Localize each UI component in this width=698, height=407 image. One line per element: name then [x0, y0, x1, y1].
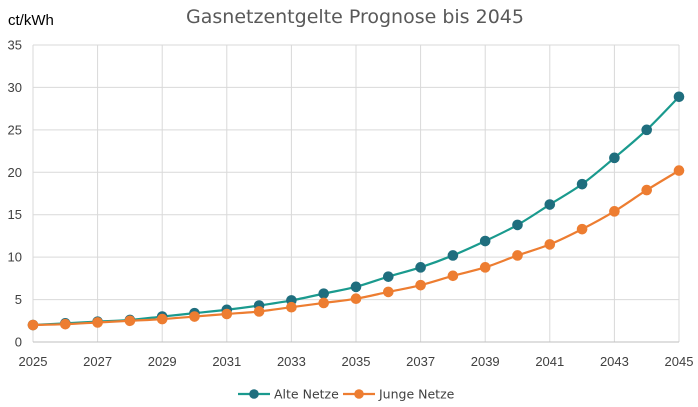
y-tick-label: 0: [15, 335, 22, 350]
data-point-junge-netze: [447, 270, 459, 282]
legend-item-junge-netze: Junge Netze: [343, 387, 455, 402]
x-tick-label: 2029: [148, 354, 177, 369]
legend-label-junge-netze: Junge Netze: [378, 387, 455, 402]
gridlines: [32, 44, 680, 343]
y-tick-label: 20: [8, 165, 22, 180]
data-point-alte-netze: [479, 235, 491, 247]
y-tick-label: 35: [8, 38, 22, 53]
x-tick-label: 2037: [406, 354, 435, 369]
data-point-junge-netze: [544, 239, 556, 250]
data-point-alte-netze: [544, 199, 556, 210]
data-point-junge-netze: [189, 311, 200, 322]
x-tick-label: 2031: [212, 354, 241, 369]
data-point-alte-netze: [350, 281, 362, 293]
data-point-junge-netze: [673, 165, 685, 176]
x-tick-label: 2043: [600, 354, 629, 369]
y-tick-label: 30: [8, 80, 22, 95]
data-point-junge-netze: [60, 318, 71, 330]
chart-title: Gasnetzentgelte Prognose bis 2045: [186, 6, 524, 28]
series-junge-netze: [27, 165, 685, 331]
x-axis-tick-labels: 2025 2027 2029 2031 2033 2035 2037 2039 2041 2043…: [19, 354, 694, 369]
data-series: [27, 91, 685, 331]
data-point-alte-netze: [383, 271, 394, 282]
data-point-junge-netze: [609, 206, 620, 217]
data-point-junge-netze: [156, 313, 168, 325]
data-point-junge-netze: [350, 293, 362, 305]
data-point-junge-netze: [383, 286, 394, 298]
data-point-alte-netze: [512, 219, 523, 231]
data-point-junge-netze: [221, 308, 233, 320]
data-point-junge-netze: [253, 306, 265, 317]
data-point-alte-netze: [318, 288, 330, 299]
y-axis-tick-labels: 0 5 10 15 20 25 30 35: [8, 38, 22, 350]
data-point-junge-netze: [286, 301, 297, 313]
legend-item-alte-netze: Alte Netze: [238, 387, 339, 402]
x-tick-label: 2035: [342, 354, 371, 369]
x-tick-label: 2027: [83, 354, 112, 369]
y-tick-label: 15: [8, 207, 22, 222]
x-tick-label: 2045: [665, 354, 694, 369]
data-point-alte-netze: [609, 152, 620, 164]
data-point-alte-netze: [673, 91, 685, 103]
y-axis-unit-label: ct/kWh: [8, 12, 54, 29]
x-tick-label: 2039: [471, 354, 500, 369]
data-point-junge-netze: [92, 317, 103, 328]
legend-label-alte-netze: Alte Netze: [274, 387, 339, 402]
x-tick-label: 2025: [19, 354, 48, 369]
legend: Alte Netze Junge Netze: [238, 387, 455, 402]
data-point-junge-netze: [318, 297, 330, 309]
data-point-junge-netze: [479, 262, 491, 273]
legend-marker-junge-netze: [354, 389, 364, 399]
legend-marker-alte-netze: [249, 389, 259, 399]
data-point-junge-netze: [512, 250, 523, 261]
data-point-alte-netze: [641, 124, 652, 136]
data-point-junge-netze: [124, 315, 136, 327]
data-point-alte-netze: [576, 178, 588, 190]
y-tick-label: 25: [8, 122, 22, 137]
data-point-alte-netze: [415, 262, 426, 273]
data-point-junge-netze: [415, 279, 426, 291]
y-tick-label: 10: [8, 250, 22, 265]
y-tick-label: 5: [15, 292, 22, 307]
data-point-junge-netze: [27, 319, 39, 331]
x-tick-label: 2033: [277, 354, 306, 369]
data-point-junge-netze: [576, 223, 588, 235]
x-tick-label: 2041: [535, 354, 564, 369]
data-point-junge-netze: [641, 184, 652, 196]
data-point-alte-netze: [447, 250, 459, 261]
